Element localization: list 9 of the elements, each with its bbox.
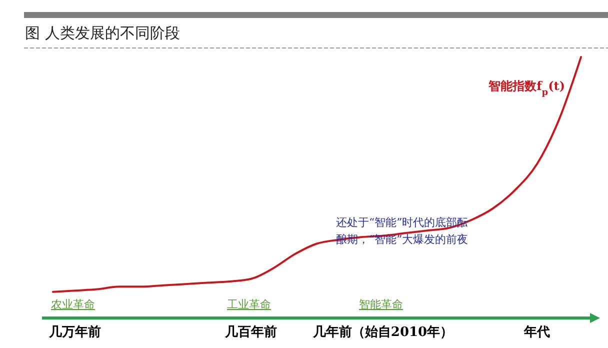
chart-title: 图 人类发展的不同阶段 <box>25 24 180 42</box>
series-label: 智能指数f$_{p}$(t) <box>488 79 565 98</box>
annotation: 农业革命 <box>51 298 95 311</box>
annotation: 工业革命 <box>227 298 271 311</box>
x-tick-label: 几万年前 <box>48 325 101 340</box>
annotation: 智能革命 <box>359 298 403 311</box>
x-tick-label: 几年前（始自2010年） <box>312 325 454 340</box>
x-tick-label: 几百年前 <box>224 325 277 340</box>
x-axis-title: 年代 <box>523 325 550 340</box>
